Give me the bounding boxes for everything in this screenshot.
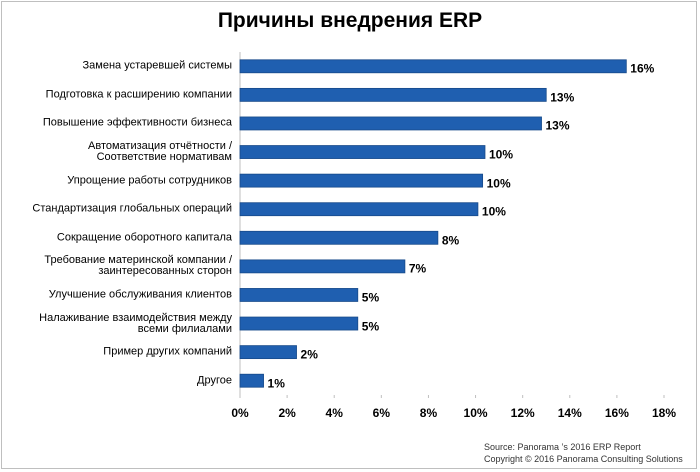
bar (239, 345, 297, 360)
category-label: Замена устаревшей системы (82, 59, 232, 72)
category-label: Пример других компаний (103, 345, 232, 358)
chart-title: Причины внедрения ERP (217, 9, 483, 32)
value-label: 2% (300, 347, 318, 362)
value-label: 10% (481, 204, 506, 219)
x-tick-label: 4% (325, 406, 343, 420)
category-label: Сокращение оборотного капитала (56, 231, 232, 244)
category-label: Налаживание взаимодействия между всеми ф… (39, 311, 232, 335)
value-label: 16% (630, 61, 655, 76)
category-label: Улучшение обслуживания клиентов (48, 288, 232, 301)
source-note: Copyright © 2016 Panorama Consulting Sol… (484, 454, 683, 464)
category-label: Упрощение работы сотрудников (67, 174, 232, 187)
x-tick-label: 18% (651, 406, 677, 420)
bar (239, 259, 406, 274)
bar (239, 59, 627, 74)
bar (239, 316, 359, 331)
x-tick-label: 12% (510, 406, 535, 420)
category-label: Подготовка к расширению компании (45, 88, 232, 101)
value-label: 5% (361, 290, 380, 305)
x-tick-label: 10% (463, 406, 488, 420)
category-label: Требование материнской компании / заинте… (44, 254, 232, 278)
x-tick-label: 14% (557, 406, 582, 420)
value-label: 7% (408, 261, 427, 276)
category-label: Другое (197, 374, 232, 387)
x-tick-label: 0% (231, 406, 249, 420)
bar (239, 202, 479, 217)
value-label: 10% (488, 147, 513, 162)
category-label: Автоматизация отчётности / Соответствие … (88, 140, 232, 164)
value-label: 13% (545, 118, 570, 133)
bar (239, 288, 359, 302)
x-tick-label: 6% (372, 406, 390, 420)
bar (239, 373, 264, 388)
bar (239, 230, 439, 245)
value-label: 8% (441, 233, 460, 248)
value-label: 10% (486, 176, 511, 191)
value-label: 1% (267, 376, 285, 391)
value-label: 13% (550, 90, 575, 105)
source-note: Source: Panorama ’s 2016 ERP Report (484, 442, 641, 452)
x-tick-label: 8% (419, 406, 438, 420)
bar (239, 173, 484, 188)
value-label: 5% (361, 319, 380, 334)
bar (239, 145, 486, 159)
x-tick-label: 16% (604, 406, 629, 420)
x-tick-label: 2% (278, 406, 296, 420)
category-label: Повышение эффективности бизнеса (42, 116, 232, 129)
category-label: Стандартизация глобальных операций (32, 202, 232, 215)
bar (239, 116, 542, 131)
bar (239, 87, 547, 102)
